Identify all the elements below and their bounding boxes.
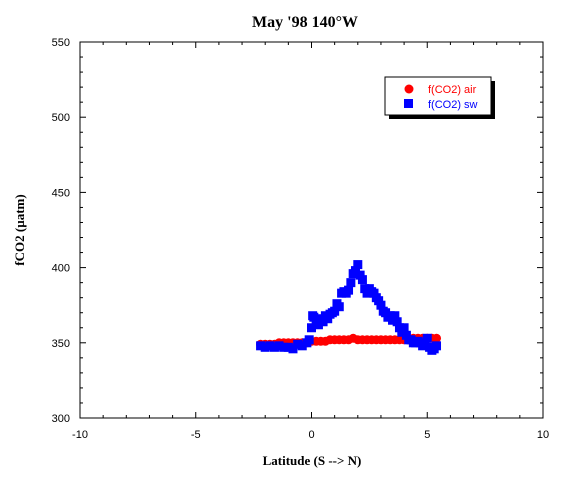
- data-point-sw: [369, 288, 379, 298]
- data-point-sw: [318, 317, 328, 327]
- data-point-sw: [288, 344, 298, 354]
- x-tick-label: 5: [424, 429, 430, 441]
- data-point-sw: [422, 333, 432, 343]
- data-point-sw: [256, 341, 266, 351]
- data-point-sw: [297, 341, 307, 351]
- data-point-sw: [399, 323, 409, 333]
- data-point-sw: [350, 266, 360, 276]
- data-point-air: [432, 333, 442, 343]
- data-point-sw: [381, 308, 391, 318]
- data-point-sw: [269, 342, 279, 352]
- y-axis-label: fCO2 (µatm): [12, 194, 27, 265]
- data-point-sw: [388, 315, 398, 325]
- data-point-sw: [330, 306, 340, 316]
- data-point-sw: [401, 330, 411, 340]
- data-point-sw: [376, 300, 386, 310]
- data-point-sw: [392, 317, 402, 327]
- y-tick-label: 550: [52, 37, 70, 49]
- data-point-sw: [311, 315, 321, 325]
- legend-box: [384, 76, 492, 116]
- data-point-sw: [260, 342, 270, 352]
- data-point-sw: [346, 278, 356, 288]
- data-point-sw: [274, 341, 284, 351]
- x-axis-label: Latitude (S --> N): [263, 453, 362, 468]
- y-tick-label: 450: [52, 187, 70, 199]
- series-fco2-sw: [256, 260, 442, 355]
- x-tick-label: -10: [72, 429, 88, 441]
- data-point-sw: [362, 288, 372, 298]
- data-point-sw: [374, 296, 384, 306]
- legend-label-air: f(CO2) air: [428, 84, 477, 96]
- data-point-sw: [360, 284, 370, 294]
- y-tick-label: 400: [52, 263, 70, 275]
- x-tick-label: -5: [191, 429, 201, 441]
- data-point-sw: [334, 302, 344, 312]
- data-point-sw: [357, 275, 367, 285]
- legend-marker-air: [404, 84, 414, 94]
- data-point-sw: [313, 320, 323, 330]
- y-tick-label: 300: [52, 413, 70, 425]
- data-point-sw: [344, 285, 354, 295]
- data-point-sw: [304, 335, 314, 345]
- data-point-sw: [397, 327, 407, 337]
- data-point-sw: [323, 314, 333, 324]
- data-point-sw: [265, 341, 275, 351]
- legend-marker-sw: [404, 99, 413, 108]
- data-point-sw: [293, 339, 303, 349]
- chart-title: May '98 140°W: [252, 14, 358, 31]
- data-point-sw: [353, 260, 363, 270]
- data-point-sw: [420, 339, 430, 349]
- data-point-sw: [283, 342, 293, 352]
- legend-label-sw: f(CO2) sw: [428, 99, 478, 111]
- x-tick-label: 0: [308, 429, 314, 441]
- data-point-sw: [279, 342, 289, 352]
- axis-ticks: -10 -5 0 5 10 300 350 400 450 500 550: [52, 37, 549, 441]
- data-point-sw: [355, 270, 365, 280]
- data-point-sw: [432, 341, 442, 351]
- x-tick-label: 10: [537, 429, 549, 441]
- legend: f(CO2) air f(CO2) sw: [384, 76, 495, 119]
- data-point-sw: [394, 323, 404, 333]
- data-point-sw: [307, 323, 316, 333]
- data-point-sw: [385, 311, 395, 321]
- y-tick-label: 350: [52, 338, 70, 350]
- data-point-sw: [390, 311, 400, 321]
- y-tick-label: 500: [52, 112, 70, 124]
